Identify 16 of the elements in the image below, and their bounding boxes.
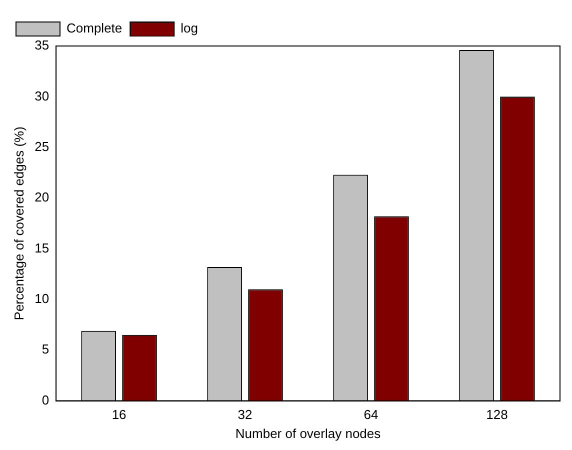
x-tick-label: 16 bbox=[112, 407, 126, 422]
y-tick-label: 30 bbox=[34, 88, 50, 104]
y-tick-label: 35 bbox=[34, 38, 50, 53]
y-tick-label: 15 bbox=[34, 240, 50, 256]
x-tick-label: 128 bbox=[486, 407, 508, 422]
y-tick-label: 5 bbox=[42, 342, 50, 357]
x-tick-label: 32 bbox=[238, 407, 252, 422]
legend-label: Complete bbox=[66, 20, 122, 36]
y-tick-label: 0 bbox=[42, 392, 50, 408]
y-axis-title: Percentage of covered edges (%) bbox=[11, 126, 26, 320]
y-tick-label: 10 bbox=[34, 291, 50, 306]
y-tick-label: 25 bbox=[34, 138, 50, 154]
legend-label: log bbox=[180, 20, 198, 36]
x-axis-title: Number of overlay nodes bbox=[235, 426, 382, 441]
x-tick-label: 64 bbox=[364, 407, 378, 422]
y-tick-label: 20 bbox=[34, 190, 50, 205]
